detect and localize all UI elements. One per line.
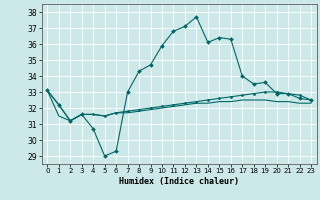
X-axis label: Humidex (Indice chaleur): Humidex (Indice chaleur): [119, 177, 239, 186]
